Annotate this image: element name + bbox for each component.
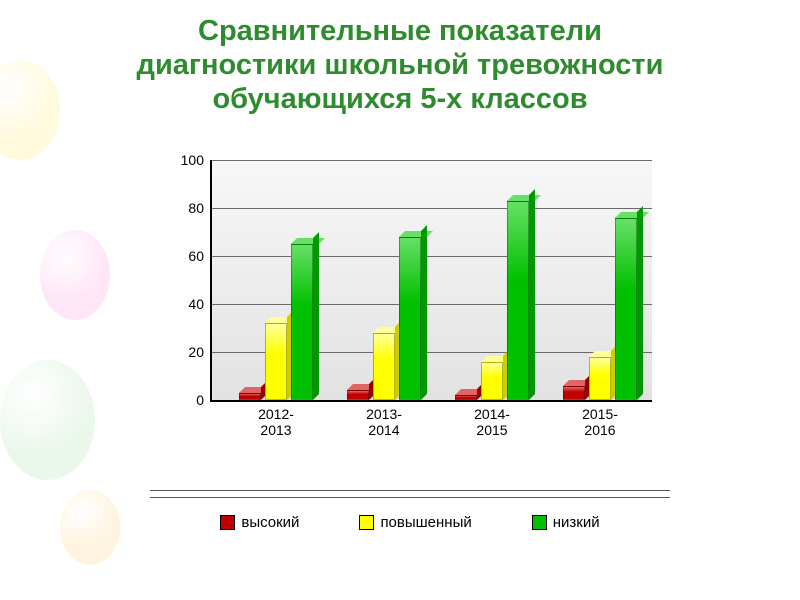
bar (481, 362, 503, 400)
legend-swatch (359, 515, 374, 530)
bar (399, 237, 421, 400)
bar (265, 323, 287, 400)
y-tick-label: 40 (188, 296, 212, 312)
bar (563, 386, 585, 400)
bar (239, 393, 261, 400)
chart-legend: высокий повышенный низкий (150, 490, 670, 531)
legend-rule (150, 490, 670, 491)
legend-rule (150, 497, 670, 498)
decorative-balloon (0, 360, 95, 480)
y-tick-label: 100 (181, 152, 212, 168)
legend-label: высокий (241, 514, 299, 531)
y-tick-label: 20 (188, 344, 212, 360)
legend-item: высокий (220, 514, 299, 531)
bar-group (239, 160, 313, 400)
legend-item: повышенный (359, 514, 471, 531)
bar (291, 244, 313, 400)
title-line: обучающихся 5-х классов (212, 83, 587, 115)
legend-label: низкий (553, 514, 600, 531)
x-tick-label: 2015-2016 (582, 400, 618, 438)
bar-group (347, 160, 421, 400)
decorative-balloon (60, 490, 120, 565)
anxiety-chart: 0 20 40 60 80 100 2012-2013 2013-2014 2014-2015 2… (150, 150, 670, 470)
title-line: Сравнительные показатели (198, 15, 602, 47)
x-tick-label: 2014-2015 (474, 400, 510, 438)
y-tick-label: 80 (188, 200, 212, 216)
legend-label: повышенный (380, 514, 471, 531)
legend-item: низкий (532, 514, 600, 531)
bar (615, 218, 637, 400)
y-tick-label: 0 (196, 392, 212, 408)
decorative-balloon (40, 230, 110, 320)
bar (347, 390, 369, 400)
chart-plot-area: 0204060801002012-20132013-20142014-20152… (210, 160, 652, 402)
bar (589, 357, 611, 400)
page-title: Сравнительные показателидиагностики школ… (0, 0, 800, 117)
title-line: диагностики школьной тревожности (137, 49, 664, 81)
x-tick-label: 2013-2014 (366, 400, 402, 438)
bar-group (455, 160, 529, 400)
bar-group (563, 160, 637, 400)
x-tick-label: 2012-2013 (258, 400, 294, 438)
y-tick-label: 60 (188, 248, 212, 264)
legend-swatch (220, 515, 235, 530)
legend-swatch (532, 515, 547, 530)
bar (373, 333, 395, 400)
bar (507, 201, 529, 400)
